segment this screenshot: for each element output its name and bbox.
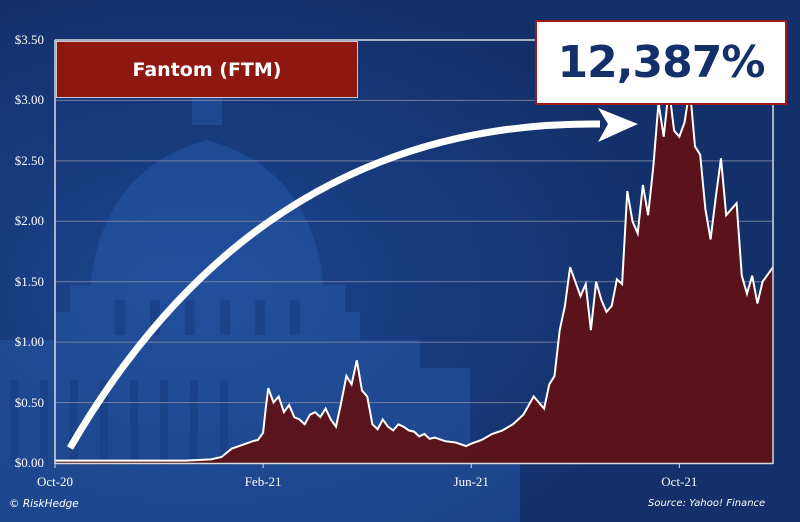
copyright-credit: © RiskHedge [9, 498, 79, 510]
y-tick-label: $1.00 [14, 334, 44, 350]
source-note: Source: Yahoo! Finance [648, 498, 766, 509]
x-tick-label: Jun-21 [453, 474, 489, 489]
price-line [55, 88, 774, 462]
growth-arrow-icon [66, 108, 638, 450]
price-area [55, 88, 773, 464]
x-ticks [54, 463, 680, 468]
chart-title-box: Fantom (FTM) [56, 41, 358, 98]
x-tick-label: Oct-21 [661, 474, 698, 489]
y-tick-label: $1.50 [14, 273, 44, 289]
y-tick-label: $0.50 [14, 394, 44, 410]
y-tick-label: $0.00 [14, 455, 44, 470]
y-tick-label: $3.50 [14, 32, 44, 47]
x-tick-label: Oct-20 [36, 474, 74, 489]
chart-title: Fantom (FTM) [132, 58, 282, 81]
y-tick-label: $2.50 [14, 152, 44, 168]
gain-percentage: 12,387% [557, 37, 766, 88]
y-tick-label: $3.00 [14, 92, 44, 108]
y-tick-label: $2.00 [14, 213, 44, 229]
gain-percentage-box: 12,387% [535, 20, 787, 105]
x-tick-label: Feb-21 [244, 474, 282, 489]
